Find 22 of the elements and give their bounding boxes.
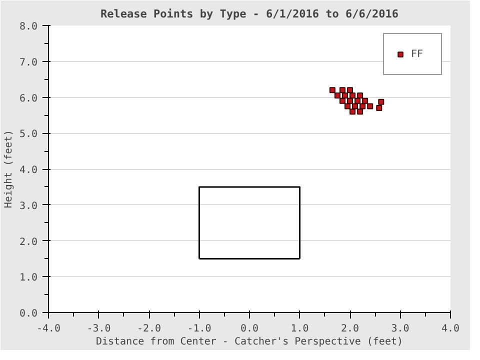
x-tick-label: 3.0 <box>391 324 410 334</box>
y-tick-label: 3.0 <box>19 200 38 212</box>
legend-label: FF <box>411 48 424 60</box>
y-tick-label: 6.0 <box>19 93 38 104</box>
chart-title: Release Points by Type - 6/1/2016 to 6/6/2016 <box>100 8 399 20</box>
x-tick-label: -3.0 <box>86 324 111 334</box>
x-tick-label: 1.0 <box>290 324 309 334</box>
x-tick-label: 2.0 <box>340 324 360 334</box>
y-tick-label: 8.0 <box>19 22 38 32</box>
x-tick-label: -2.0 <box>136 324 162 334</box>
y-axis-title: Height (feet) <box>3 130 14 208</box>
y-tick-label: 1.0 <box>19 272 38 284</box>
x-axis-title: Distance from Center - Catcher's Perspective (feet) <box>96 336 404 348</box>
y-tick-label: 5.0 <box>19 129 38 140</box>
y-tick-label: 0.0 <box>19 308 38 320</box>
x-tick-label: -1.0 <box>187 324 212 334</box>
x-tick-label: 4.0 <box>441 324 460 334</box>
y-tick-label: 4.0 <box>19 165 38 176</box>
y-tick-label: 7.0 <box>19 57 38 68</box>
x-tick-label: -4.0 <box>36 324 61 334</box>
y-tick-label: 2.0 <box>19 236 38 248</box>
x-tick-label: 0.0 <box>240 324 259 334</box>
